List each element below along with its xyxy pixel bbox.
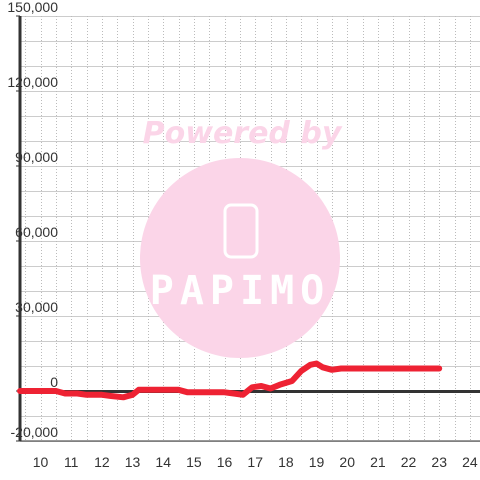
y-tick-label: 120,000 [7,74,58,90]
x-tick-label: 21 [370,454,386,470]
x-tick-label: 16 [217,454,233,470]
watermark: PAPIMO Powered by [140,116,343,358]
watermark-logo-text: PAPIMO [150,268,331,314]
y-tick-label: 0 [50,374,58,390]
x-tick-label: 18 [278,454,294,470]
y-tick-label: 150,000 [7,0,58,15]
x-tick-label: 22 [401,454,417,470]
x-tick-label: 15 [186,454,202,470]
y-axis-labels: 150,000 120,000 90,000 60,000 30,000 0 -20,000 [7,0,59,442]
x-tick-label: 17 [247,454,263,470]
series-line [17,360,443,401]
phone-icon [223,203,259,259]
watermark-powered-by: Powered by [143,116,343,151]
x-tick-label: 11 [64,454,79,470]
x-axis-labels: 10 11 12 13 14 15 16 17 18 19 20 21 22 23 24 [33,454,478,470]
x-tick-label: 14 [155,454,171,470]
y-tick-label: -20,000 [11,424,59,440]
y-tick-label: 30,000 [15,299,58,315]
x-tick-label: 24 [462,454,478,470]
x-tick-label: 10 [33,454,49,470]
y-tick-label: 90,000 [15,149,58,165]
x-tick-label: 13 [125,454,141,470]
x-tick-label: 23 [431,454,447,470]
x-tick-label: 12 [94,454,110,470]
x-tick-label: 20 [339,454,355,470]
y-tick-label: 60,000 [15,224,58,240]
x-tick-label: 19 [309,454,325,470]
